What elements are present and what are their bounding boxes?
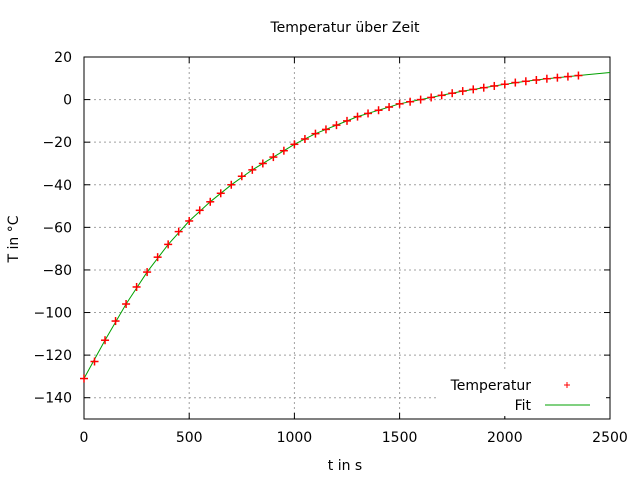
x-tick-label: 2000 — [487, 430, 523, 446]
data-point — [553, 73, 562, 82]
x-tick-label: 2500 — [592, 430, 628, 446]
data-point — [395, 99, 404, 108]
data-point — [479, 83, 488, 92]
data-point — [542, 74, 551, 83]
data-point — [490, 81, 499, 90]
x-axis-label: t in s — [328, 458, 362, 474]
y-tick-label: −40 — [42, 178, 72, 194]
data-point — [195, 206, 204, 215]
x-tick-label: 1500 — [382, 430, 418, 446]
data-point — [290, 140, 299, 149]
legend-marker-temperatur — [564, 382, 570, 388]
data-point — [111, 317, 120, 326]
data-point — [427, 93, 436, 102]
y-tick-label: −20 — [42, 135, 72, 151]
data-point — [563, 72, 572, 81]
data-point — [132, 282, 141, 291]
legend-label-fit: Fit — [515, 398, 532, 414]
data-point — [532, 75, 541, 84]
data-point — [206, 197, 215, 206]
data-point — [458, 87, 467, 96]
legend-label-temperatur: Temperatur — [450, 378, 532, 394]
y-tick-label: −60 — [42, 220, 72, 236]
data-point — [237, 172, 246, 181]
y-tick-label: 20 — [54, 50, 72, 66]
data-point — [364, 109, 373, 118]
data-point — [374, 106, 383, 115]
data-point — [143, 268, 152, 277]
grid — [84, 57, 610, 419]
data-point — [122, 300, 131, 309]
data-point — [332, 121, 341, 130]
data-point — [227, 180, 236, 189]
data-point — [500, 80, 509, 89]
y-tick-label: −100 — [34, 306, 72, 322]
data-point — [185, 216, 194, 225]
data-point — [90, 357, 99, 366]
data-point — [269, 153, 278, 162]
data-point — [80, 374, 88, 383]
data-point — [469, 85, 478, 94]
x-tick-label: 0 — [80, 430, 89, 446]
data-point — [216, 189, 225, 198]
ticks: 0 500 1000 1500 2000 2500 −140 −120 −100 −80 −60 −4… — [34, 50, 628, 446]
x-tick-label: 1000 — [277, 430, 313, 446]
series-layer — [80, 71, 611, 383]
data-point — [248, 165, 257, 174]
data-point — [416, 95, 425, 104]
data-point — [321, 125, 330, 134]
data-point — [521, 77, 530, 86]
data-point — [279, 146, 288, 155]
data-point — [353, 112, 362, 121]
legend: Temperatur Fit — [438, 372, 606, 416]
y-tick-label: 0 — [63, 93, 72, 109]
data-point — [385, 103, 394, 112]
data-point — [448, 89, 457, 98]
data-point — [437, 91, 446, 100]
data-point — [574, 71, 583, 80]
data-point — [164, 240, 173, 249]
data-point — [311, 129, 320, 138]
chart-title: Temperatur über Zeit — [270, 20, 421, 36]
legend-background — [438, 372, 606, 416]
data-point — [406, 97, 415, 106]
plot-border — [83, 56, 611, 420]
x-tick-label: 500 — [176, 430, 203, 446]
y-tick-label: −80 — [42, 263, 72, 279]
data-point — [174, 227, 183, 236]
data-point — [258, 159, 267, 168]
y-tick-label: −120 — [34, 348, 72, 364]
data-point — [101, 336, 110, 345]
y-axis-label: T in °C — [6, 215, 22, 263]
y-tick-label: −140 — [34, 391, 72, 407]
data-point — [511, 78, 520, 87]
data-point — [300, 134, 309, 143]
data-point — [343, 116, 351, 125]
data-point — [153, 253, 162, 262]
